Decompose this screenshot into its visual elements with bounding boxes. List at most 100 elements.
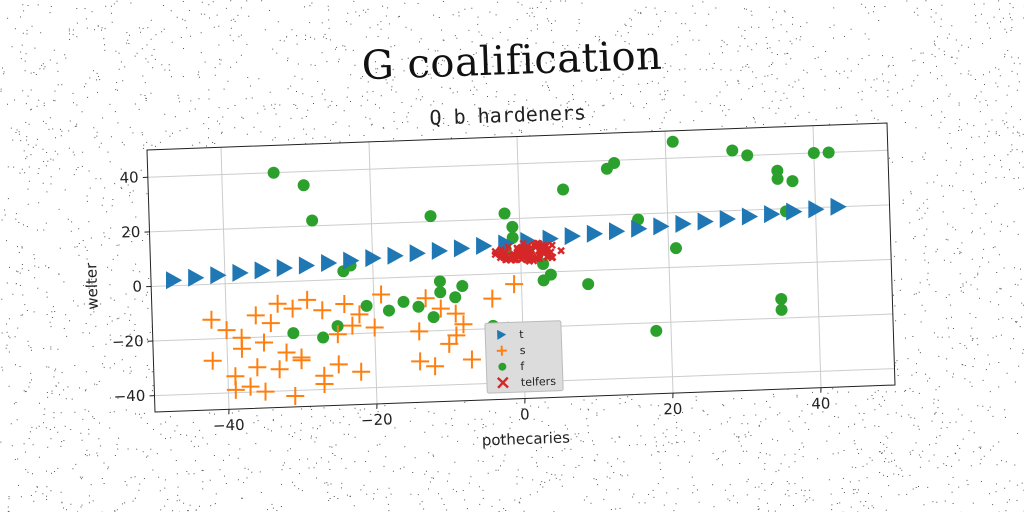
point-f (741, 149, 754, 162)
point-t (343, 251, 360, 270)
point-s (426, 357, 445, 376)
y-tick-label: 20 (121, 223, 141, 242)
point-f (726, 144, 739, 157)
point-telfers (491, 250, 500, 259)
x-tick-label: −40 (213, 416, 245, 435)
point-f (267, 166, 280, 179)
y-tick-label: −20 (112, 332, 144, 351)
point-f (498, 207, 511, 220)
point-t (764, 205, 781, 224)
point-s (416, 289, 435, 308)
y-axis-label: welter (82, 262, 102, 310)
chart-subtitle: Q b hardeners (429, 100, 586, 129)
x-grid-line (812, 125, 822, 388)
point-telfers (535, 254, 544, 263)
point-t (808, 200, 825, 219)
point-t (188, 268, 205, 287)
point-f (306, 214, 319, 227)
point-t (431, 241, 448, 260)
point-s (256, 382, 275, 401)
x-tick-label: −20 (361, 410, 393, 429)
point-f (434, 286, 447, 299)
point-s (313, 301, 332, 320)
y-grid-line (151, 258, 892, 287)
point-f (297, 179, 310, 192)
point-f (397, 295, 410, 308)
point-s (292, 351, 311, 370)
point-s (268, 294, 287, 313)
point-t (276, 258, 293, 277)
point-telfers (548, 241, 556, 250)
point-f (666, 135, 679, 148)
series-telfers (491, 239, 565, 265)
legend-label-telfers: telfers (521, 375, 557, 389)
x-grid-line (368, 141, 378, 404)
point-t (830, 197, 847, 216)
point-telfers (497, 245, 505, 254)
point-s (411, 352, 430, 371)
point-s (286, 386, 305, 405)
point-s (248, 358, 267, 377)
point-t (387, 246, 404, 265)
point-s (203, 351, 222, 370)
point-f (287, 327, 300, 340)
point-f (456, 280, 469, 293)
legend: tsf telfers (484, 320, 564, 394)
point-s (255, 333, 273, 352)
point-telfers (557, 246, 565, 255)
point-t (564, 227, 581, 246)
legend-label-s: s (520, 344, 526, 357)
point-t (631, 219, 648, 238)
point-f (807, 146, 820, 159)
legend-label-f: f (520, 360, 525, 373)
point-t (476, 236, 493, 255)
point-t (586, 224, 604, 243)
point-telfers (511, 255, 520, 264)
point-t (719, 210, 736, 229)
point-f (822, 146, 835, 159)
point-f (382, 304, 395, 317)
point-f (786, 175, 799, 188)
point-s (505, 275, 524, 294)
legend-marker-telfers (496, 376, 509, 389)
point-f (449, 291, 462, 304)
x-grid-line (664, 131, 674, 394)
point-telfers (504, 243, 513, 251)
legend-marker-t (497, 329, 507, 340)
point-t (210, 266, 227, 285)
point-s (350, 305, 369, 324)
x-grid-line (220, 147, 230, 410)
point-telfers (548, 253, 556, 262)
point-f (433, 275, 446, 288)
point-t (453, 239, 471, 258)
point-s (270, 360, 289, 379)
point-telfers (533, 239, 542, 248)
point-s (217, 321, 236, 340)
point-f (582, 278, 595, 291)
point-f (317, 331, 330, 344)
point-s (202, 310, 221, 329)
point-t (675, 214, 692, 233)
point-s (431, 299, 450, 318)
point-f (506, 220, 519, 233)
point-s (440, 334, 459, 353)
x-tick-label: 40 (811, 394, 831, 413)
point-telfers (525, 248, 534, 257)
point-s (246, 306, 265, 325)
point-s (277, 343, 296, 362)
x-axis-label: pothecaries (481, 428, 570, 449)
point-s (410, 322, 429, 341)
point-s (241, 377, 260, 396)
point-s (454, 315, 473, 334)
point-f (557, 183, 570, 196)
point-f (506, 231, 519, 244)
point-t (409, 244, 426, 263)
point-s (365, 318, 384, 337)
series-s (202, 275, 524, 405)
point-f (424, 210, 437, 223)
point-s (232, 339, 251, 358)
y-tick-label: 0 (132, 277, 142, 295)
x-tick-label: 0 (520, 405, 530, 423)
point-s (298, 290, 317, 309)
point-f (775, 292, 788, 305)
